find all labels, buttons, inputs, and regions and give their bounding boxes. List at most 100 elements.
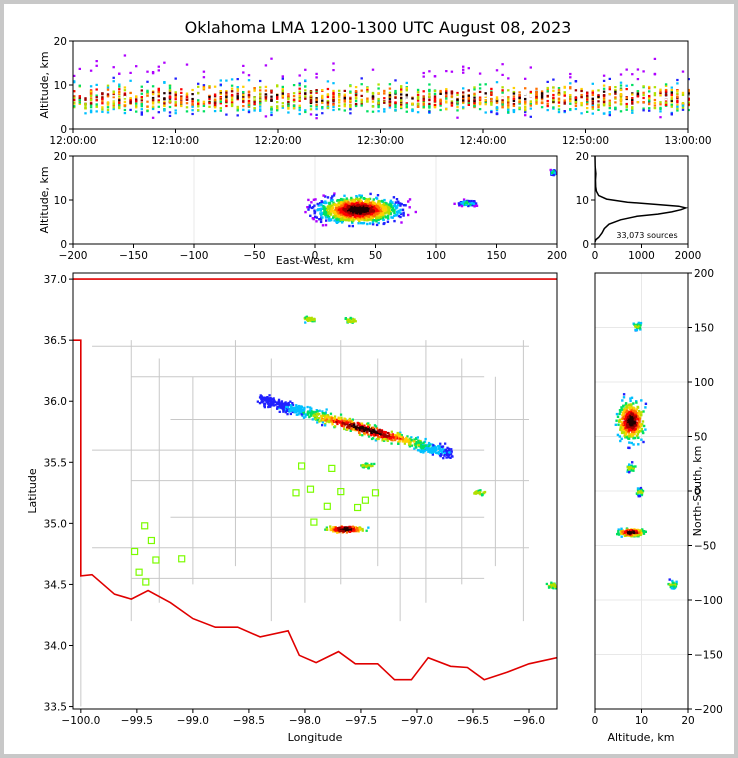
- plan-view-cell: [330, 419, 333, 422]
- time-height-cell: [180, 104, 183, 108]
- time-height-cell: [191, 105, 194, 108]
- time-height-cell: [614, 101, 617, 104]
- time-height-cell: [687, 90, 690, 93]
- time-height-cell: [416, 102, 420, 105]
- time-height-cell: [557, 93, 561, 96]
- ns-height-cell: [637, 436, 640, 439]
- ns-height-cell: [637, 443, 640, 446]
- ew-height-cell: [466, 200, 470, 204]
- time-height-cell: [625, 84, 628, 87]
- time-height-cell: [276, 107, 279, 111]
- plan-view-cell: [383, 438, 386, 441]
- plan-view-cell: [435, 448, 438, 451]
- plan-view-cell: [298, 406, 301, 409]
- plan-view-cell: [320, 416, 324, 419]
- ns-height-cell: [626, 417, 629, 421]
- time-height-cell: [371, 110, 375, 113]
- plan-view-cell: [420, 449, 423, 452]
- plan-view-cell: [375, 437, 378, 441]
- time-height-cell: [467, 67, 470, 70]
- time-height-cell: [151, 105, 155, 108]
- time-height-cell: [89, 102, 93, 105]
- time-height-cell: [259, 109, 262, 112]
- time-height-cell: [89, 109, 93, 112]
- ns-height-cell: [632, 469, 635, 472]
- time-height-cell: [608, 104, 611, 107]
- plan-view-cell: [378, 428, 381, 431]
- ew-height-cell: [337, 211, 341, 214]
- ns-height-cell: [617, 528, 620, 531]
- ew-height-cell: [356, 204, 359, 207]
- time-height-cell: [388, 91, 392, 94]
- ew-height-cell: [414, 210, 417, 214]
- ns-height-cell: [623, 421, 627, 424]
- time-height-cell: [281, 96, 284, 99]
- ew-height-cell: [473, 205, 476, 208]
- ns-height-cell: [635, 531, 638, 534]
- plan-view-cell: [370, 434, 373, 437]
- plan-view-cell: [351, 428, 355, 431]
- time-height-cell: [580, 104, 583, 107]
- ew-height-cell: [366, 200, 369, 204]
- time-height-cell: [213, 102, 217, 105]
- ew-height-cell: [310, 206, 314, 210]
- plan-view-ytick-label: 37.0: [44, 274, 67, 286]
- time-height-cell: [433, 104, 437, 107]
- time-height-cell: [247, 90, 251, 94]
- time-height-cell: [236, 87, 239, 90]
- time-height-cell: [135, 100, 138, 103]
- time-height-cell: [321, 106, 324, 109]
- time-height-cell: [73, 95, 76, 98]
- time-height-cell: [354, 93, 358, 96]
- plan-view-cell: [322, 419, 325, 422]
- time-height-cell: [338, 101, 341, 104]
- time-height-cell: [191, 88, 194, 92]
- time-height-cell: [185, 98, 189, 101]
- time-height-cell: [101, 106, 104, 109]
- plan-view-cell: [360, 464, 363, 467]
- ns-height-cell: [619, 426, 622, 429]
- ns-height-cell: [636, 426, 639, 430]
- time-height-cell: [213, 93, 217, 96]
- plan-view-cell: [324, 528, 327, 531]
- ew-height-cell: [400, 221, 403, 224]
- plan-view-cell: [333, 415, 337, 418]
- ew-height-cell: [352, 200, 355, 203]
- plan-view-cell: [368, 424, 371, 427]
- ew-height-cell: [380, 209, 383, 213]
- plan-view-cell: [390, 430, 393, 433]
- time-height-cell: [597, 89, 600, 92]
- ns-height-cell: [642, 424, 646, 428]
- time-height-cell: [614, 97, 617, 100]
- plan-view-cell: [428, 443, 432, 446]
- time-height-cell: [315, 72, 318, 75]
- plan-view-cell: [432, 446, 435, 449]
- time-height-cell: [659, 92, 662, 95]
- ew-height-cell: [329, 207, 332, 210]
- ew-height-cell: [350, 209, 353, 212]
- ew-height-cell: [324, 211, 327, 214]
- time-height-cell: [304, 97, 307, 100]
- time-height-cell: [292, 104, 296, 107]
- time-height-cell: [546, 88, 549, 91]
- time-height-cell: [371, 92, 375, 95]
- plan-view-cell: [328, 416, 331, 419]
- plan-view-cell: [362, 427, 365, 430]
- plan-view-cell: [315, 416, 318, 419]
- time-height-cell: [135, 102, 138, 105]
- plan-view-cell: [419, 439, 422, 443]
- ew-height-cell: [351, 198, 354, 201]
- ew-height-xtick-label: 0: [312, 250, 319, 262]
- plan-view-cell: [444, 442, 447, 445]
- ew-height-cell: [464, 200, 467, 203]
- ns-height-cell: [620, 527, 623, 530]
- ns-height-cell: [630, 441, 633, 445]
- time-height-cell: [507, 104, 510, 108]
- plan-view-cell: [289, 409, 292, 412]
- ew-height-cell: [324, 195, 327, 198]
- time-height-cell: [287, 111, 290, 114]
- time-height-cell: [95, 94, 98, 97]
- plan-view-cell: [346, 421, 349, 424]
- time-height-cell: [394, 101, 397, 104]
- ew-height-cell: [321, 224, 325, 227]
